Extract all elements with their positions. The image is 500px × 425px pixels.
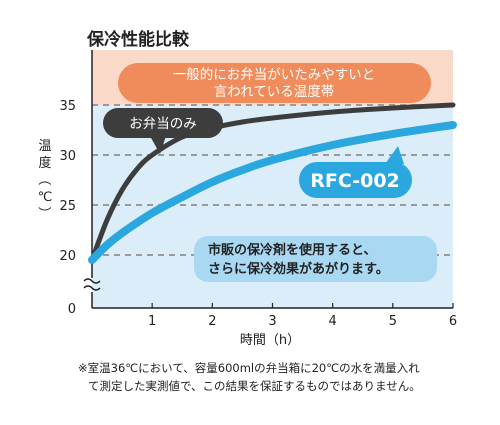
cooling-note-bubble: 市販の保冷剤を使用すると、 さらに保冷効果があがります。: [194, 236, 437, 282]
y-axis-title-char: （: [36, 172, 51, 185]
danger-zone-text-line2: 言われている温度帯: [214, 84, 334, 100]
x-tick-label-2: 2: [208, 314, 216, 329]
x-tick-label-4: 4: [329, 314, 337, 329]
footnote-line2: て測定した実測値で、この結果を保証するものではありません。: [88, 379, 421, 393]
bento-only-callout: お弁当のみ: [103, 108, 223, 154]
rfc-002-callout: RFC-002: [299, 146, 412, 198]
axis-break-mark-bottom: [83, 285, 101, 291]
chart-title: 保冷性能比較: [86, 29, 190, 50]
y-tick-label-30: 30: [59, 149, 76, 164]
rfc-002-label: RFC-002: [310, 170, 400, 192]
y-axis-title-char: 度: [38, 155, 51, 171]
y-axis-title-char: ）: [36, 206, 51, 219]
y-axis-title-char: 温: [38, 139, 51, 154]
y-tick-label-35: 35: [59, 99, 76, 114]
x-axis-title: 時間（h）: [240, 333, 300, 348]
x-tick-label-1: 1: [148, 314, 156, 329]
axes: [83, 50, 454, 309]
x-tick-label-5: 5: [389, 314, 397, 329]
y-tick-label-20: 20: [59, 249, 76, 264]
y-axis-title-char: ℃: [38, 190, 53, 205]
axis-break-mark-top: [83, 278, 101, 284]
x-tick-labels: 1 2 3 4 5 6: [148, 314, 457, 329]
y-origin-label: 0: [68, 302, 76, 317]
x-tick-label-6: 6: [449, 314, 457, 329]
bento-only-label: お弁当のみ: [129, 116, 197, 132]
note-text-line2: さらに保冷効果があがります。: [208, 261, 389, 277]
series-line-rfc-002: [88, 121, 457, 264]
y-tick-labels: 20 25 30 35 0: [59, 99, 76, 317]
y-axis-title: 温度（ ℃）: [36, 139, 52, 220]
footnote-line1: ※室温36℃において、容量600mlの弁当箱に20℃の水を満量入れ: [78, 361, 420, 375]
x-tick-label-3: 3: [268, 314, 276, 329]
y-tick-label-25: 25: [59, 199, 76, 214]
danger-zone-text-line1: 一般的にお弁当がいたみやすいと: [173, 67, 376, 83]
danger-zone-bubble: 一般的にお弁当がいたみやすいと 言われている温度帯: [118, 63, 431, 103]
note-text-line1: 市販の保冷剤を使用すると、: [208, 242, 376, 258]
